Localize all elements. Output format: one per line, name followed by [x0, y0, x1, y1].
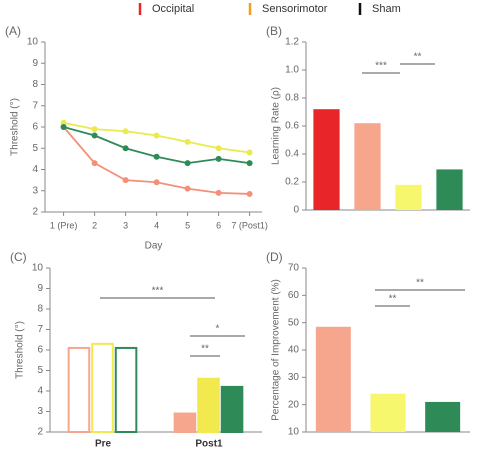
data-point	[91, 160, 98, 167]
y-tick-label: 0	[293, 205, 299, 216]
x-axis-title: Day	[145, 241, 163, 252]
bar	[395, 184, 422, 210]
y-tick-label: 8	[37, 304, 43, 315]
data-point	[153, 153, 160, 160]
legend-label: Occipital	[152, 3, 194, 15]
x-tick-label: Pre	[95, 439, 112, 450]
y-tick-label: 1.2	[285, 37, 299, 48]
bar	[220, 385, 244, 433]
data-point	[153, 132, 160, 139]
significance-label: ***	[152, 286, 164, 297]
data-point	[60, 119, 67, 126]
y-tick-label: 9	[37, 283, 43, 294]
legend-label: Sensorimotor	[262, 3, 328, 15]
significance-label: **	[416, 278, 424, 289]
y-tick-label: 5	[32, 143, 38, 154]
y-tick-label: 70	[288, 263, 300, 274]
bar	[313, 109, 340, 210]
panel-label: (B)	[266, 24, 282, 38]
panel-label: (D)	[266, 250, 283, 264]
y-tick-label: 3	[37, 406, 43, 417]
significance-label: **	[201, 344, 209, 355]
data-point	[246, 149, 253, 156]
y-tick-label: 4	[32, 164, 38, 175]
data-point	[122, 128, 129, 135]
bar	[67, 346, 91, 434]
panel-label: (A)	[5, 24, 21, 38]
bar	[315, 326, 351, 432]
y-tick-label: 20	[288, 399, 300, 410]
data-point	[60, 124, 67, 130]
significance-label: ***	[375, 61, 387, 72]
data-point	[122, 177, 129, 184]
data-point	[246, 190, 253, 197]
y-tick-label: 10	[32, 263, 44, 274]
y-tick-label: 2	[32, 207, 38, 218]
y-axis-title: Learning Rate (ρ)	[271, 87, 282, 165]
y-tick-label: 10	[27, 37, 39, 48]
y-tick-label: 6	[32, 122, 38, 133]
y-axis-title: Percentage of Improvement (%)	[271, 279, 282, 421]
data-point	[215, 189, 222, 196]
y-tick-label: 60	[288, 290, 300, 301]
bar	[173, 412, 197, 433]
bar	[354, 123, 381, 210]
y-tick-label: 6	[37, 345, 43, 356]
bar	[91, 342, 114, 434]
y-tick-label: 0.2	[285, 177, 299, 188]
y-tick-label: 30	[288, 372, 300, 383]
significance-label: **	[389, 294, 397, 305]
y-tick-label: 2	[37, 427, 43, 438]
y-tick-label: 7	[37, 324, 43, 335]
legend-label: Sham	[372, 3, 401, 15]
data-point	[215, 155, 222, 162]
y-tick-label: 0.6	[285, 121, 299, 132]
data-point	[184, 185, 191, 192]
y-tick-label: 4	[37, 386, 43, 397]
y-tick-label: 0.4	[285, 149, 299, 160]
y-axis-title: Threshold (°)	[15, 321, 26, 379]
y-tick-label: 1.0	[285, 65, 299, 76]
x-tick-label: 1 (Pre)	[50, 220, 78, 230]
bar	[425, 401, 461, 432]
y-tick-label: 40	[288, 345, 300, 356]
data-point	[91, 132, 98, 139]
data-point	[184, 138, 191, 145]
data-point	[246, 160, 253, 167]
bar	[370, 393, 406, 432]
bar	[197, 377, 220, 434]
y-tick-label: 9	[32, 58, 38, 69]
significance-label: **	[414, 52, 422, 63]
y-tick-label: 8	[32, 79, 38, 90]
panel-label: (C)	[10, 250, 27, 264]
x-tick-label: 3	[123, 220, 128, 230]
bar	[114, 346, 138, 434]
data-point	[122, 145, 129, 152]
x-tick-label: 2	[92, 220, 97, 230]
x-tick-label: 7 (Post1)	[231, 220, 268, 230]
significance-label: *	[216, 324, 220, 335]
x-tick-label: 6	[216, 220, 221, 230]
y-tick-label: 7	[32, 100, 38, 111]
y-axis-title: Threshold (°)	[10, 98, 21, 156]
x-tick-label: 5	[185, 220, 190, 230]
y-tick-label: 5	[37, 365, 43, 376]
x-tick-label: 4	[154, 220, 159, 230]
y-tick-label: 10	[288, 427, 300, 438]
y-tick-label: 50	[288, 317, 300, 328]
data-point	[153, 179, 160, 186]
bar	[436, 169, 463, 210]
x-tick-label: Post1	[195, 439, 223, 450]
data-point	[215, 145, 222, 152]
data-point	[91, 126, 98, 133]
data-point	[184, 160, 191, 167]
y-tick-label: 0.8	[285, 93, 299, 104]
y-tick-label: 3	[32, 185, 38, 196]
